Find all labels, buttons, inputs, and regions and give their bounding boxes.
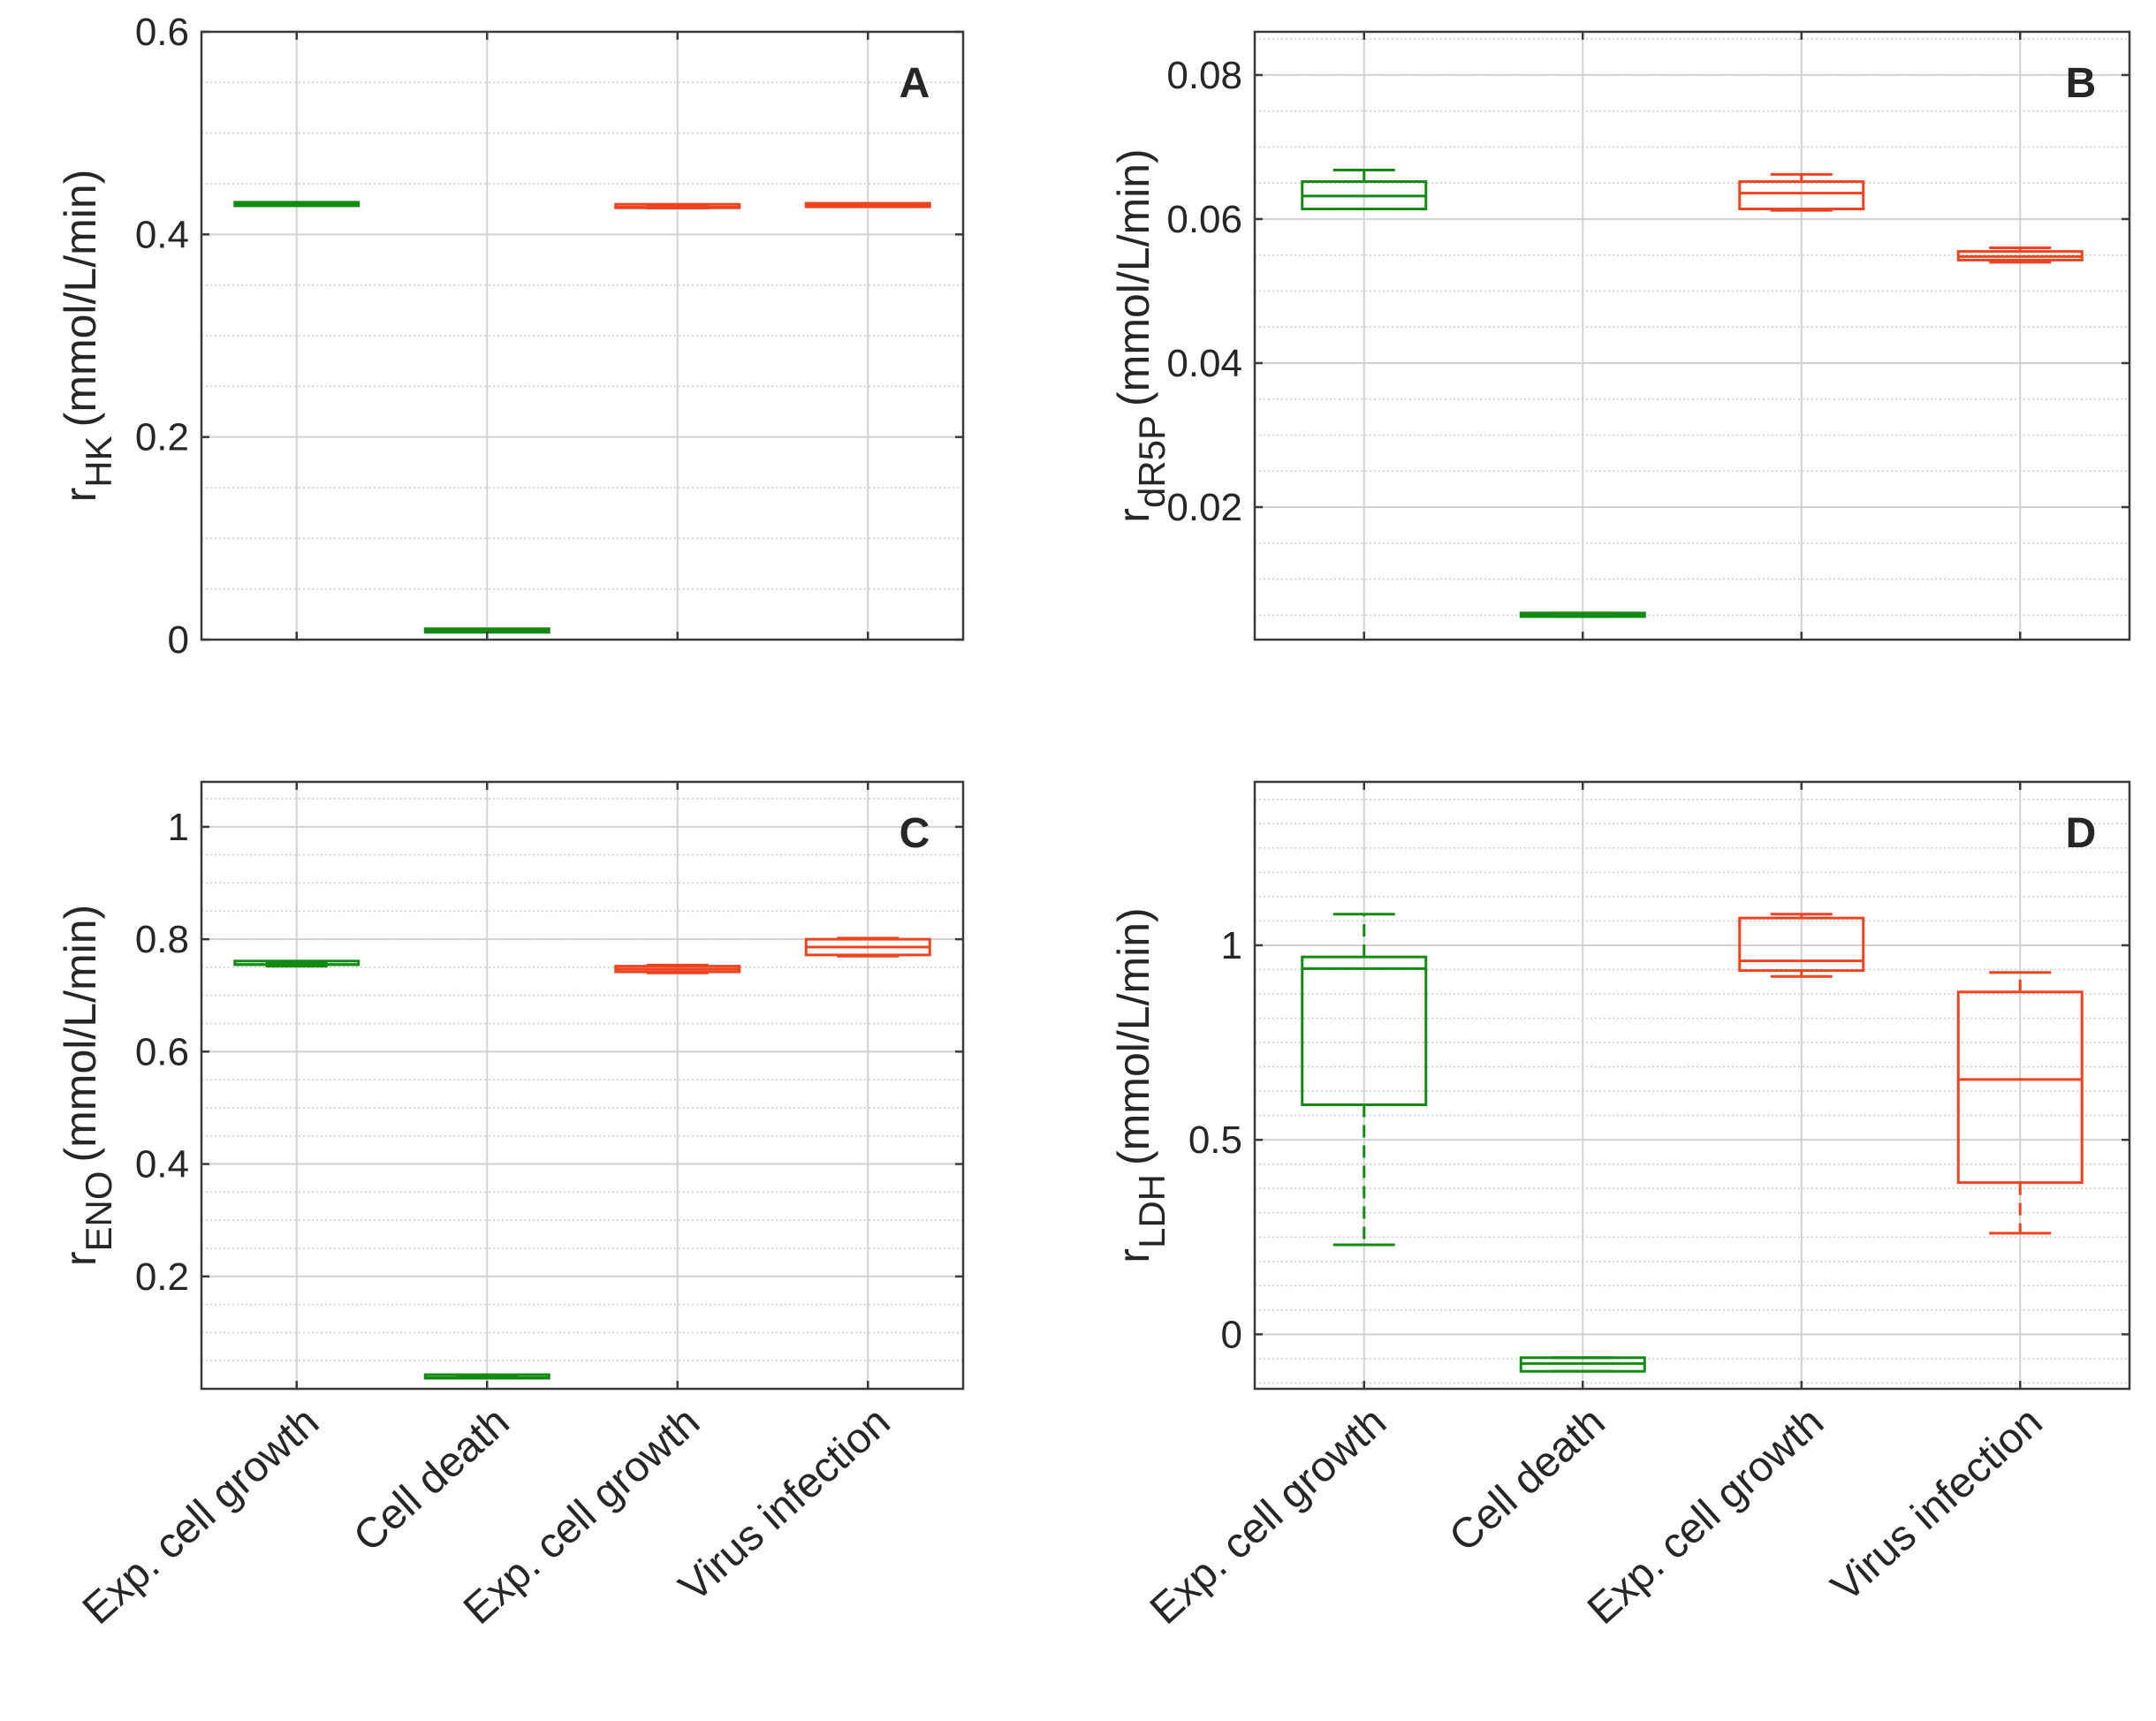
panel-label: D <box>2066 810 2097 857</box>
box-3 <box>614 963 741 974</box>
y-axis-label-subscript: HK <box>78 436 119 487</box>
y-tick-label: 0.02 <box>1166 486 1242 529</box>
box-body <box>1301 955 1428 1107</box>
y-axis-label: rdR5P (mmol/L/min) <box>1109 148 1173 522</box>
y-tick-label: 1 <box>1221 924 1242 967</box>
axes-frame <box>200 780 965 1391</box>
x-category-label: Exp. cell growth <box>1579 1399 1833 1634</box>
y-axis-label-main: r <box>1109 508 1158 523</box>
box-4 <box>1956 971 2084 1235</box>
box-1 <box>233 959 361 968</box>
y-axis-label-unit: (mmol/L/min) <box>56 905 105 1163</box>
y-axis-label: rHK (mmol/L/min) <box>56 170 119 503</box>
minor-grid <box>201 81 963 590</box>
y-tick-label: 0.08 <box>1166 54 1242 97</box>
major-grid <box>201 782 963 1389</box>
y-axis-label-subscript: dR5P <box>1131 415 1173 508</box>
x-category-label: Exp. cell growth <box>74 1399 328 1634</box>
y-axis-label-main: r <box>56 1252 105 1267</box>
box-2 <box>1519 611 1646 618</box>
x-category-label: Cell death <box>345 1399 519 1561</box>
minor-grid <box>1255 38 2129 617</box>
y-tick-label: 0.2 <box>135 1255 189 1299</box>
y-tick-label: 0.6 <box>135 1030 189 1073</box>
panel-label: A <box>900 60 930 107</box>
y-axis-label-unit: (mmol/L/min) <box>1109 907 1158 1165</box>
y-axis-label-unit: (mmol/L/min) <box>1109 148 1158 406</box>
panel-label: B <box>2066 60 2097 107</box>
minor-grid <box>1255 799 2129 1384</box>
panel-label: C <box>900 810 930 857</box>
box-2 <box>1519 1356 1646 1373</box>
y-tick-label: 0.5 <box>1188 1118 1242 1162</box>
axes-frame <box>200 30 965 641</box>
major-grid <box>1255 32 2129 640</box>
major-grid <box>1255 782 2129 1389</box>
box-body <box>1738 916 1865 973</box>
y-tick-label: 0.6 <box>135 11 189 54</box>
y-tick-label: 0.06 <box>1166 198 1242 241</box>
y-tick-label: 1 <box>168 806 189 849</box>
y-axis-label-main: r <box>56 488 105 503</box>
axes-frame <box>1253 30 2131 641</box>
x-category-label: Virus infection <box>1823 1399 2052 1611</box>
box-body <box>1738 180 1865 211</box>
box-4 <box>804 201 931 208</box>
box-4 <box>1956 246 2084 264</box>
y-axis-label-subscript: ENO <box>78 1171 119 1252</box>
box-1 <box>1301 169 1428 211</box>
box-3 <box>614 202 741 210</box>
box-1 <box>233 201 361 208</box>
box-2 <box>423 627 550 634</box>
y-axis-label-main: r <box>1109 1248 1158 1263</box>
axes-frame <box>1253 780 2131 1391</box>
y-tick-label: 0.4 <box>135 1143 189 1187</box>
y-tick-label: 0 <box>168 618 189 662</box>
box-1 <box>1301 913 1428 1247</box>
y-tick-label: 0 <box>1221 1313 1242 1356</box>
y-tick-label: 0.8 <box>135 918 189 961</box>
y-axis-label: rENO (mmol/L/min) <box>56 905 119 1266</box>
y-tick-label: 0.2 <box>135 416 189 459</box>
box-body <box>1956 990 2084 1185</box>
y-axis-label-subscript: LDH <box>1131 1174 1173 1248</box>
x-category-label: Cell death <box>1441 1399 1614 1561</box>
y-tick-label: 0.04 <box>1166 342 1242 385</box>
x-category-label: Exp. cell growth <box>1142 1399 1395 1634</box>
y-tick-label: 0.4 <box>135 213 189 256</box>
box-3 <box>1738 913 1865 978</box>
y-axis-label: rLDH (mmol/L/min) <box>1109 907 1173 1262</box>
box-3 <box>1738 172 1865 212</box>
box-4 <box>804 936 931 958</box>
y-axis-label-unit: (mmol/L/min) <box>56 170 105 428</box>
box-2 <box>423 1373 550 1380</box>
